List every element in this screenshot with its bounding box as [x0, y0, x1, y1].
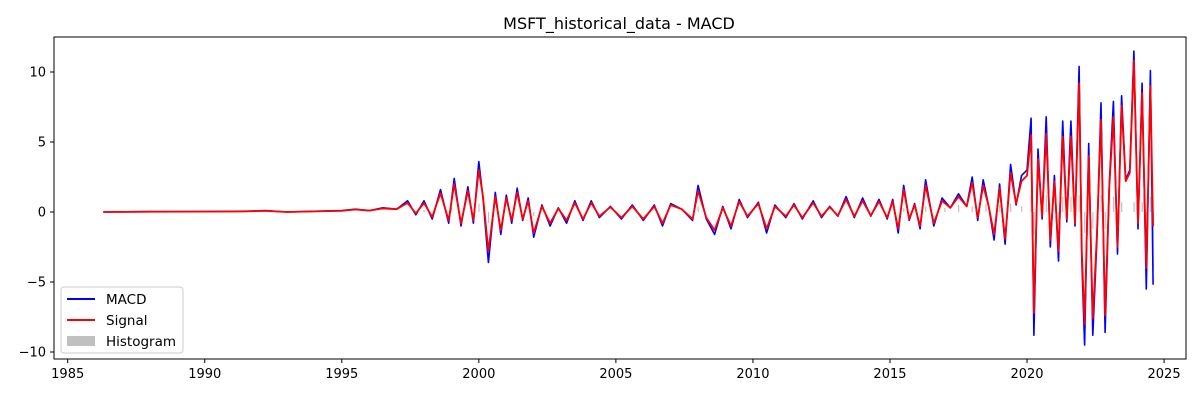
histogram-bar	[958, 205, 960, 212]
x-tick-label: 2010	[736, 367, 769, 382]
x-tick-label: 2005	[599, 367, 632, 382]
histogram-bar	[999, 205, 1001, 212]
y-tick-label: −10	[19, 346, 46, 361]
y-tick-label: 5	[38, 136, 46, 151]
histogram-bar	[1121, 202, 1123, 212]
histogram-bar	[1078, 195, 1080, 212]
x-tick-label: 1990	[188, 367, 221, 382]
histogram-bar	[487, 212, 490, 224]
legend-label-macd: MACD	[106, 292, 146, 308]
histogram-bar	[903, 207, 905, 212]
x-tick-label: 2025	[1148, 367, 1181, 382]
histogram-bar	[1033, 212, 1035, 235]
histogram-bar	[925, 206, 927, 212]
histogram-bar	[1030, 195, 1032, 212]
legend-swatch-histogram	[67, 336, 95, 346]
histogram-bar	[1045, 195, 1047, 212]
histogram-bar	[1070, 196, 1072, 212]
histogram-bar	[1133, 202, 1135, 212]
legend-label-histogram: Histogram	[106, 334, 176, 350]
plot-background	[54, 37, 1186, 359]
series-layer	[103, 50, 1154, 346]
x-axis: 1985 1990 1995 2000 2005 2010 2015 2020 2025	[51, 359, 1181, 382]
histogram-bar	[1145, 212, 1147, 233]
series-line-signal	[103, 59, 1154, 325]
y-axis: −10 −5 0 5 10	[19, 66, 54, 361]
y-tick-label: −5	[27, 276, 46, 291]
histogram-bar	[1010, 203, 1012, 212]
y-tick-label: 0	[38, 206, 46, 221]
histogram-bar	[1112, 196, 1115, 212]
histogram-bar	[1062, 196, 1064, 212]
x-tick-label: 1995	[325, 367, 358, 382]
histogram-bar	[450, 206, 453, 212]
plot-frame	[53, 36, 1187, 360]
histogram-bar	[1021, 206, 1023, 212]
histogram-bar	[1100, 195, 1102, 212]
x-tick-label: 1985	[51, 367, 84, 382]
x-tick-label: 2015	[873, 367, 906, 382]
x-tick-label: 2000	[462, 367, 495, 382]
histogram-bar	[1092, 212, 1094, 229]
chart-title: MSFT_historical_data - MACD	[503, 14, 735, 34]
histogram-bar	[1084, 212, 1086, 233]
plot-area	[53, 36, 1187, 360]
histogram-bar	[1149, 196, 1152, 212]
x-tick-label: 2020	[1010, 367, 1043, 382]
histogram-bar	[985, 203, 987, 212]
chart-legend: MACD Signal Histogram	[60, 286, 184, 354]
histogram-bar	[697, 206, 699, 212]
histogram-bar	[1104, 212, 1106, 229]
legend-label-signal: Signal	[106, 313, 147, 329]
histogram-bar	[423, 209, 425, 212]
y-tick-label: 10	[29, 66, 46, 81]
histogram-bar	[971, 206, 973, 212]
histogram-bar	[1141, 202, 1143, 212]
histogram-bar	[533, 212, 535, 217]
histogram-bar	[944, 207, 946, 212]
histogram-bar	[1058, 212, 1060, 222]
histogram-bar	[478, 203, 480, 212]
